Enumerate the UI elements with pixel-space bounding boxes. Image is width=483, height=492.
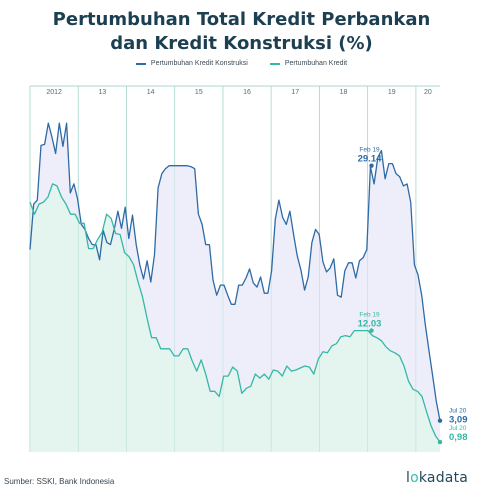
chart-legend: Pertumbuhan Kredit Konstruksi Pertumbuha… bbox=[0, 60, 483, 67]
annotation-date: Jul 20 bbox=[449, 425, 467, 432]
legend-item-kredit: Pertumbuhan Kredit bbox=[269, 60, 348, 67]
chart-title-line-2: dan Kredit Konstruksi (%) bbox=[110, 33, 373, 54]
logo-prefix: l bbox=[406, 470, 411, 486]
kredit-area bbox=[30, 183, 440, 452]
x-tick-label: 19 bbox=[388, 89, 396, 96]
annotation-dot bbox=[437, 418, 443, 423]
chart-title: Pertumbuhan Total Kredit Perbankan dan K… bbox=[0, 8, 483, 56]
legend-swatch-konstruksi bbox=[135, 62, 146, 65]
x-tick-label: 20 bbox=[424, 89, 432, 96]
x-tick-label: 15 bbox=[195, 89, 203, 96]
band-area bbox=[30, 123, 440, 443]
x-tick-label: 16 bbox=[243, 89, 251, 96]
logo-dot: o bbox=[410, 470, 419, 486]
series-line-konstruksi bbox=[29, 122, 441, 421]
x-tick-label: 18 bbox=[340, 89, 348, 96]
source-note: Sumber: SSKI, Bank Indonesia bbox=[4, 477, 115, 486]
x-tick-label: 17 bbox=[291, 89, 299, 96]
legend-item-konstruksi: Pertumbuhan Kredit Konstruksi bbox=[135, 60, 248, 67]
lokadata-logo: lokadata bbox=[406, 470, 468, 486]
legend-label-konstruksi: Pertumbuhan Kredit Konstruksi bbox=[150, 60, 248, 67]
annotation-value: 0,98 bbox=[449, 432, 468, 443]
legend-label-kredit: Pertumbuhan Kredit bbox=[284, 60, 348, 67]
chart-title-line-1: Pertumbuhan Total Kredit Perbankan bbox=[52, 9, 431, 30]
annotation-date: Feb 19 bbox=[359, 147, 380, 154]
legend-swatch-kredit bbox=[269, 62, 280, 65]
x-tick-label: 2012 bbox=[46, 89, 62, 96]
annotation-value: 3,09 bbox=[449, 415, 468, 426]
annotation-value: 12.03 bbox=[358, 319, 382, 330]
x-tick-label: 13 bbox=[98, 89, 106, 96]
annotation-dot bbox=[437, 439, 443, 445]
annotation-date: Feb 19 bbox=[359, 312, 380, 319]
x-tick-label: 14 bbox=[147, 89, 155, 96]
annotation-date: Jul 20 bbox=[449, 408, 467, 415]
annotation-dot bbox=[369, 163, 374, 168]
annotation-dot bbox=[369, 328, 374, 333]
series-line-kredit bbox=[29, 183, 441, 443]
annotation-value: 29.14 bbox=[358, 154, 382, 165]
logo-rest: kadata bbox=[418, 470, 469, 486]
